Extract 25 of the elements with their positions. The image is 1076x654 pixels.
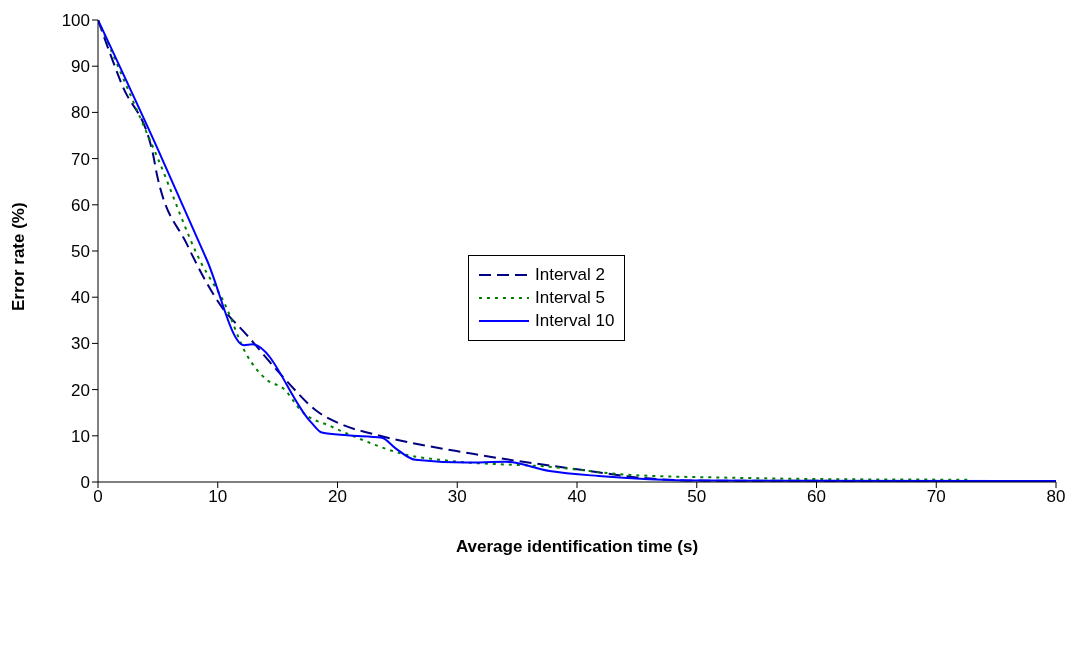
x-tick-label: 80 [1046, 487, 1066, 507]
y-tick-label: 80 [71, 103, 90, 123]
y-tick-label: 30 [71, 334, 90, 354]
legend-label: Interval 5 [535, 288, 605, 308]
x-tick-label: 20 [328, 487, 347, 507]
x-tick-label: 10 [208, 487, 228, 507]
y-tick-label: 10 [71, 426, 90, 446]
y-tick-label: 100 [61, 11, 90, 31]
y-tick-label: 50 [71, 242, 90, 262]
legend-label: Interval 10 [535, 311, 615, 331]
y-tick-label: 0 [80, 473, 90, 493]
x-tick-label: 50 [687, 487, 707, 507]
y-axis-title: Error rate (%) [9, 202, 29, 311]
y-tick-label: 60 [71, 195, 90, 215]
legend-label: Interval 2 [535, 265, 605, 285]
x-tick-label: 30 [447, 487, 467, 507]
x-tick-label: 0 [93, 487, 103, 507]
y-tick-label: 70 [71, 149, 90, 169]
y-tick-label: 20 [71, 380, 90, 400]
x-tick-label: 60 [807, 487, 826, 507]
x-tick-label: 40 [567, 487, 587, 507]
y-tick-label: 40 [71, 288, 90, 308]
x-tick-label: 70 [926, 487, 946, 507]
y-tick-label: 90 [71, 57, 90, 77]
x-axis-title: Average identification time (s) [455, 537, 699, 556]
